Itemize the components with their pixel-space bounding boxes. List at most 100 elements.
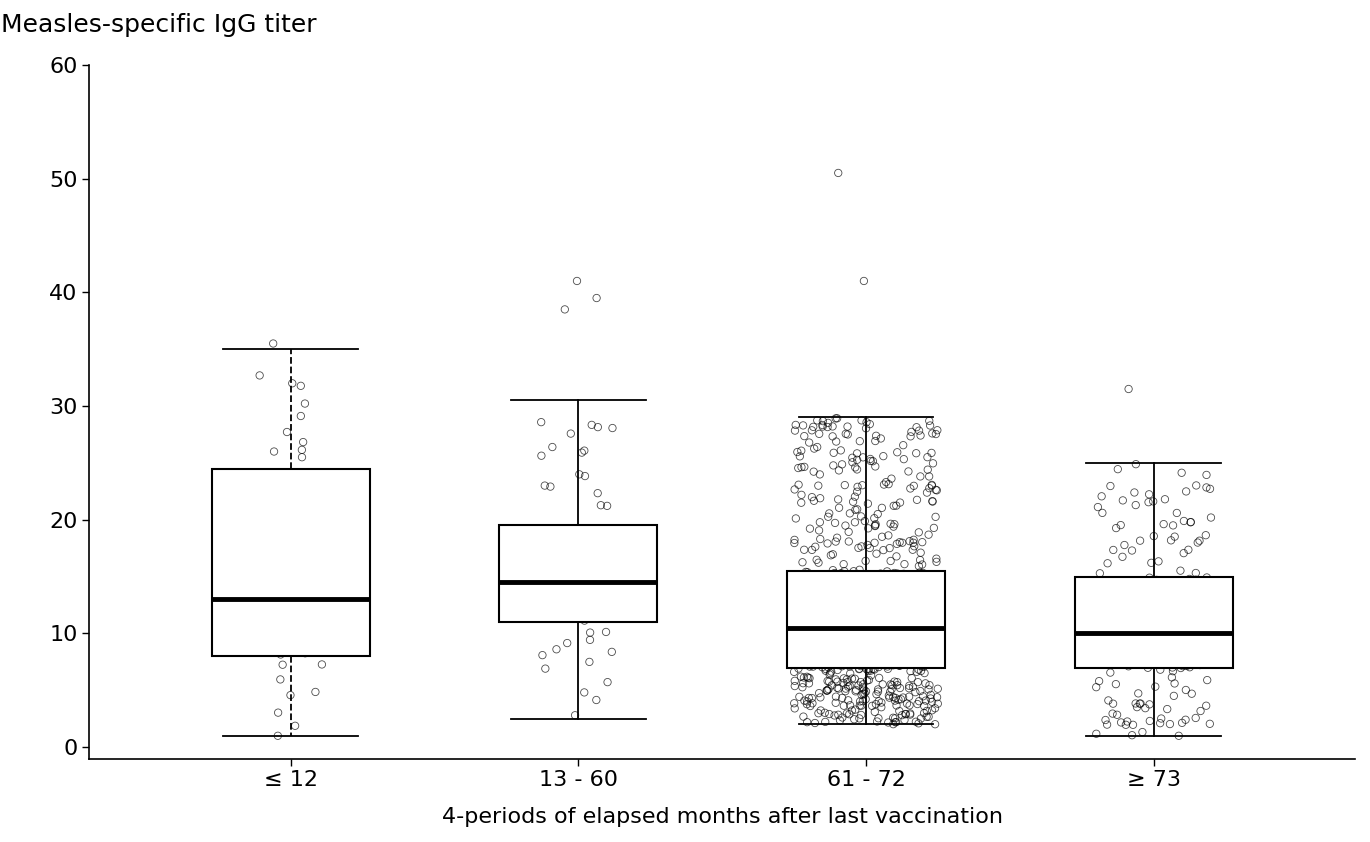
Bar xyxy=(786,571,945,668)
Point xyxy=(911,640,933,653)
Point xyxy=(889,681,911,695)
Point xyxy=(907,654,929,668)
Point xyxy=(1132,725,1154,738)
Point xyxy=(1154,493,1175,506)
Point xyxy=(1156,607,1178,621)
Point xyxy=(904,645,926,658)
Point xyxy=(833,564,855,578)
Point xyxy=(796,566,818,579)
Point xyxy=(925,616,947,630)
Point xyxy=(912,660,934,674)
Point xyxy=(1095,713,1117,727)
Point xyxy=(864,705,886,718)
Point xyxy=(1162,519,1184,532)
Point xyxy=(827,642,849,656)
Point xyxy=(889,496,911,509)
Point xyxy=(864,622,886,636)
Point xyxy=(803,603,825,616)
Point xyxy=(875,565,897,578)
Point xyxy=(1169,647,1191,661)
Point xyxy=(827,654,849,668)
Point xyxy=(806,440,827,454)
Point xyxy=(1106,677,1128,690)
Point xyxy=(823,585,845,599)
Point xyxy=(849,621,871,635)
Point xyxy=(918,627,940,641)
Point xyxy=(899,592,921,605)
Point xyxy=(790,488,812,502)
Point xyxy=(284,625,306,638)
Point xyxy=(862,455,884,468)
Point xyxy=(1199,582,1221,595)
Point xyxy=(871,678,893,691)
Point xyxy=(832,711,854,724)
Point xyxy=(785,512,807,525)
Point xyxy=(818,651,840,664)
Point xyxy=(827,620,849,633)
Bar xyxy=(1074,577,1233,668)
Point xyxy=(871,530,893,543)
Point xyxy=(1177,591,1199,605)
Point xyxy=(1110,641,1132,654)
Point xyxy=(897,465,919,478)
Point xyxy=(797,691,819,705)
Point xyxy=(919,622,941,636)
Point xyxy=(860,664,882,678)
Point xyxy=(845,615,867,628)
Point xyxy=(806,553,827,567)
Point xyxy=(793,460,815,473)
Point xyxy=(875,651,897,664)
Point xyxy=(925,628,947,642)
Point xyxy=(547,531,569,545)
Point xyxy=(574,469,596,482)
Point xyxy=(864,578,886,592)
Point xyxy=(858,663,880,676)
Point xyxy=(797,621,819,635)
Point xyxy=(1156,702,1178,716)
Point xyxy=(1130,623,1152,637)
Point xyxy=(906,624,927,637)
Point xyxy=(855,614,877,627)
Point xyxy=(819,586,841,600)
Point xyxy=(900,636,922,649)
Point xyxy=(1088,655,1110,669)
Point xyxy=(792,631,814,644)
Point xyxy=(826,412,848,425)
Point xyxy=(864,575,886,589)
Point xyxy=(884,694,906,707)
X-axis label: 4-periods of elapsed months after last vaccination: 4-periods of elapsed months after last v… xyxy=(441,807,1003,827)
Point xyxy=(851,509,873,523)
Point xyxy=(821,658,843,672)
Point xyxy=(818,682,840,695)
Point xyxy=(921,585,943,599)
Point xyxy=(915,657,937,670)
Point xyxy=(888,605,910,618)
Point xyxy=(810,606,832,620)
Point xyxy=(566,274,588,288)
Point xyxy=(533,581,555,594)
Point xyxy=(1199,607,1221,621)
Point xyxy=(277,538,299,552)
Point xyxy=(290,409,312,423)
Point xyxy=(880,517,901,530)
Point xyxy=(1195,529,1217,542)
Point xyxy=(532,648,553,662)
Point xyxy=(878,611,900,625)
Point xyxy=(801,424,823,437)
Point xyxy=(847,453,869,466)
Point xyxy=(1149,663,1171,676)
Point xyxy=(818,646,840,659)
Point xyxy=(1115,601,1137,615)
Point xyxy=(792,642,814,656)
Point xyxy=(789,658,811,671)
Point xyxy=(901,543,923,557)
Point xyxy=(903,540,925,553)
Point xyxy=(885,578,907,591)
Point xyxy=(534,537,556,551)
Point xyxy=(800,621,822,635)
Point xyxy=(1091,626,1112,639)
Point xyxy=(854,514,875,528)
Point xyxy=(1129,697,1151,711)
Point xyxy=(889,659,911,673)
Point xyxy=(797,671,819,685)
